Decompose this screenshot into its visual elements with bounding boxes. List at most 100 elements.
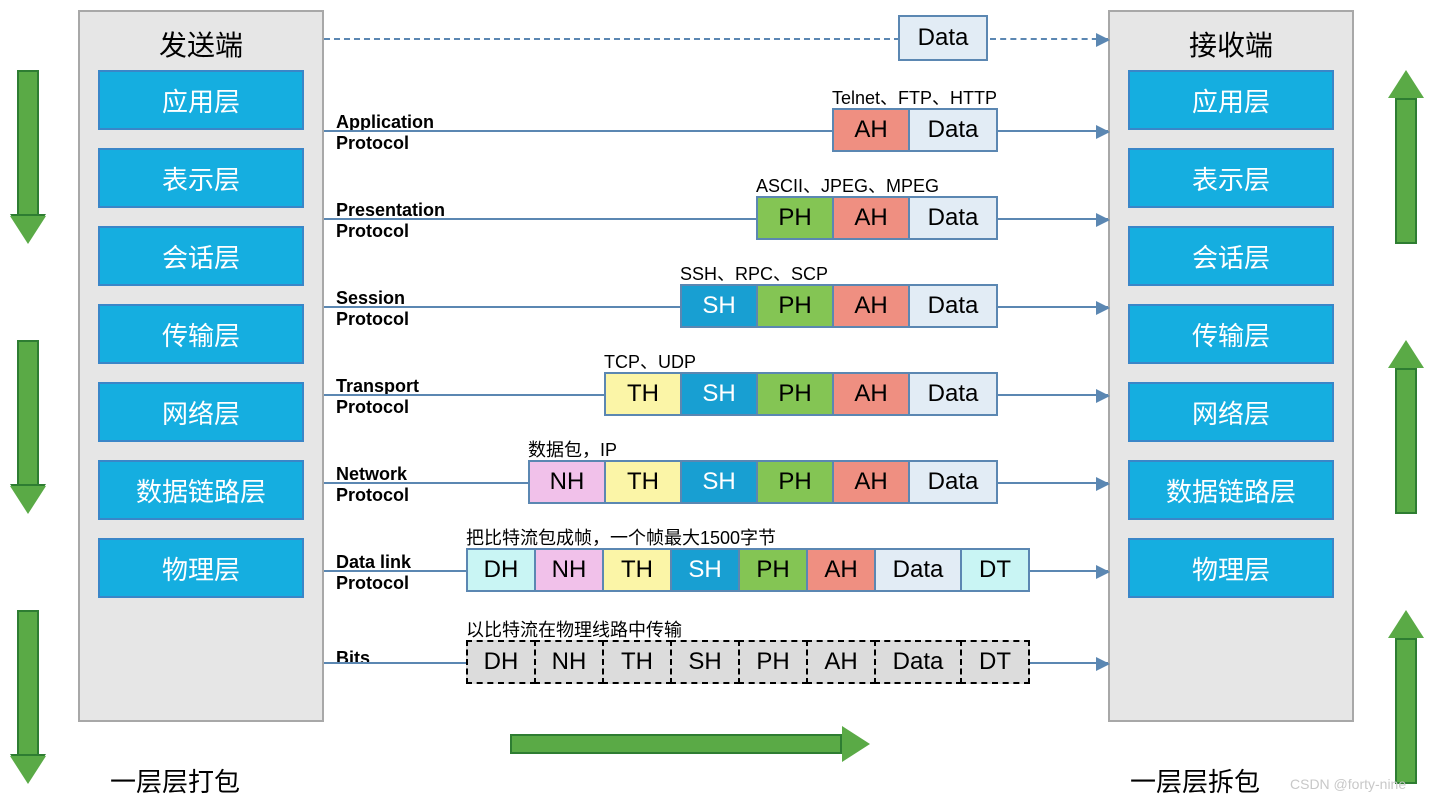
connector xyxy=(998,130,1108,132)
receiver-stack: 接收端 应用层表示层会话层传输层网络层数据链路层物理层 xyxy=(1108,10,1354,722)
segment-PH: PH xyxy=(738,548,808,592)
segment-Data: Data xyxy=(908,460,998,504)
arrow-down xyxy=(10,340,46,514)
segment-Data: Data xyxy=(874,640,962,684)
segment-AH: AH xyxy=(806,548,876,592)
segment-PH: PH xyxy=(756,372,834,416)
protocol-label: Data linkProtocol xyxy=(336,552,411,593)
watermark: CSDN @forty-nine xyxy=(1290,776,1406,792)
connector xyxy=(998,394,1108,396)
protocol-label: SessionProtocol xyxy=(336,288,409,329)
examples-label: TCP、UDP xyxy=(604,348,696,374)
connector-dashed xyxy=(324,38,900,40)
packet-row: DHNHTHSHPHAHDataDT xyxy=(466,640,1030,684)
packet-row: NHTHSHPHAHData xyxy=(528,460,998,504)
connector xyxy=(1030,570,1108,572)
segment-AH: AH xyxy=(832,460,910,504)
segment-AH: AH xyxy=(832,284,910,328)
layer-box: 传输层 xyxy=(1128,304,1334,364)
arrow-up xyxy=(1388,610,1424,784)
segment-DT: DT xyxy=(960,548,1030,592)
layer-box: 应用层 xyxy=(1128,70,1334,130)
packet-row: THSHPHAHData xyxy=(604,372,998,416)
examples-label: 数据包，IP xyxy=(528,436,617,462)
layer-box: 传输层 xyxy=(98,304,304,364)
layer-box: 会话层 xyxy=(1128,226,1334,286)
connector xyxy=(998,218,1108,220)
segment-AH: AH xyxy=(832,108,910,152)
segment-TH: TH xyxy=(604,460,682,504)
connector xyxy=(1030,662,1108,664)
segment-NH: NH xyxy=(534,640,604,684)
connector xyxy=(324,130,832,132)
protocol-label: NetworkProtocol xyxy=(336,464,409,505)
connector xyxy=(324,482,528,484)
segment-PH: PH xyxy=(738,640,808,684)
segment-TH: TH xyxy=(602,548,672,592)
layer-box: 表示层 xyxy=(98,148,304,208)
layer-box: 应用层 xyxy=(98,70,304,130)
connector xyxy=(324,394,604,396)
packet-row: PHAHData xyxy=(756,196,998,240)
segment-SH: SH xyxy=(670,548,740,592)
segment-TH: TH xyxy=(604,372,682,416)
connector xyxy=(324,662,466,664)
sender-title: 发送端 xyxy=(80,12,322,70)
examples-label: SSH、RPC、SCP xyxy=(680,260,828,286)
connector xyxy=(998,482,1108,484)
packet-row: DHNHTHSHPHAHDataDT xyxy=(466,548,1030,592)
footer-right: 一层层拆包 xyxy=(1130,762,1260,799)
examples-label: Telnet、FTP、HTTP xyxy=(832,84,997,110)
layer-box: 会话层 xyxy=(98,226,304,286)
arrow-up xyxy=(1388,340,1424,514)
segment-Data: Data xyxy=(908,284,998,328)
protocol-label: Bits xyxy=(336,648,370,669)
examples-label: 把比特流包成帧，一个帧最大1500字节 xyxy=(466,524,776,550)
protocol-label: ApplicationProtocol xyxy=(336,112,434,153)
sender-stack: 发送端 应用层表示层会话层传输层网络层数据链路层物理层 xyxy=(78,10,324,722)
connector-dashed xyxy=(990,38,1108,40)
connector xyxy=(324,306,680,308)
layer-box: 数据链路层 xyxy=(98,460,304,520)
protocol-label: TransportProtocol xyxy=(336,376,419,417)
segment-Data: Data xyxy=(874,548,962,592)
packet-row: AHData xyxy=(832,108,998,152)
arrow-physical-right xyxy=(510,726,870,762)
segment-SH: SH xyxy=(680,460,758,504)
segment-AH: AH xyxy=(806,640,876,684)
segment-PH: PH xyxy=(756,460,834,504)
layer-box: 物理层 xyxy=(98,538,304,598)
segment-Data: Data xyxy=(908,372,998,416)
packet-row: SHPHAHData xyxy=(680,284,998,328)
segment-DT: DT xyxy=(960,640,1030,684)
segment-Data: Data xyxy=(908,196,998,240)
segment-SH: SH xyxy=(670,640,740,684)
examples-label: 以比特流在物理线路中传输 xyxy=(466,616,682,642)
layer-box: 网络层 xyxy=(98,382,304,442)
segment-NH: NH xyxy=(528,460,606,504)
segment-NH: NH xyxy=(534,548,604,592)
connector xyxy=(324,218,756,220)
data-box-top: Data xyxy=(898,15,988,61)
layer-box: 数据链路层 xyxy=(1128,460,1334,520)
connector xyxy=(324,570,466,572)
segment-SH: SH xyxy=(680,284,758,328)
segment-SH: SH xyxy=(680,372,758,416)
receiver-title: 接收端 xyxy=(1110,12,1352,70)
segment-DH: DH xyxy=(466,640,536,684)
layer-box: 表示层 xyxy=(1128,148,1334,208)
arrow-down xyxy=(10,610,46,784)
layer-box: 物理层 xyxy=(1128,538,1334,598)
segment-PH: PH xyxy=(756,284,834,328)
segment-AH: AH xyxy=(832,196,910,240)
examples-label: ASCII、JPEG、MPEG xyxy=(756,172,939,198)
arrow-up xyxy=(1388,70,1424,244)
footer-left: 一层层打包 xyxy=(110,762,240,799)
segment-Data: Data xyxy=(908,108,998,152)
protocol-label: PresentationProtocol xyxy=(336,200,445,241)
segment-PH: PH xyxy=(756,196,834,240)
arrow-down xyxy=(10,70,46,244)
segment-TH: TH xyxy=(602,640,672,684)
connector xyxy=(998,306,1108,308)
layer-box: 网络层 xyxy=(1128,382,1334,442)
